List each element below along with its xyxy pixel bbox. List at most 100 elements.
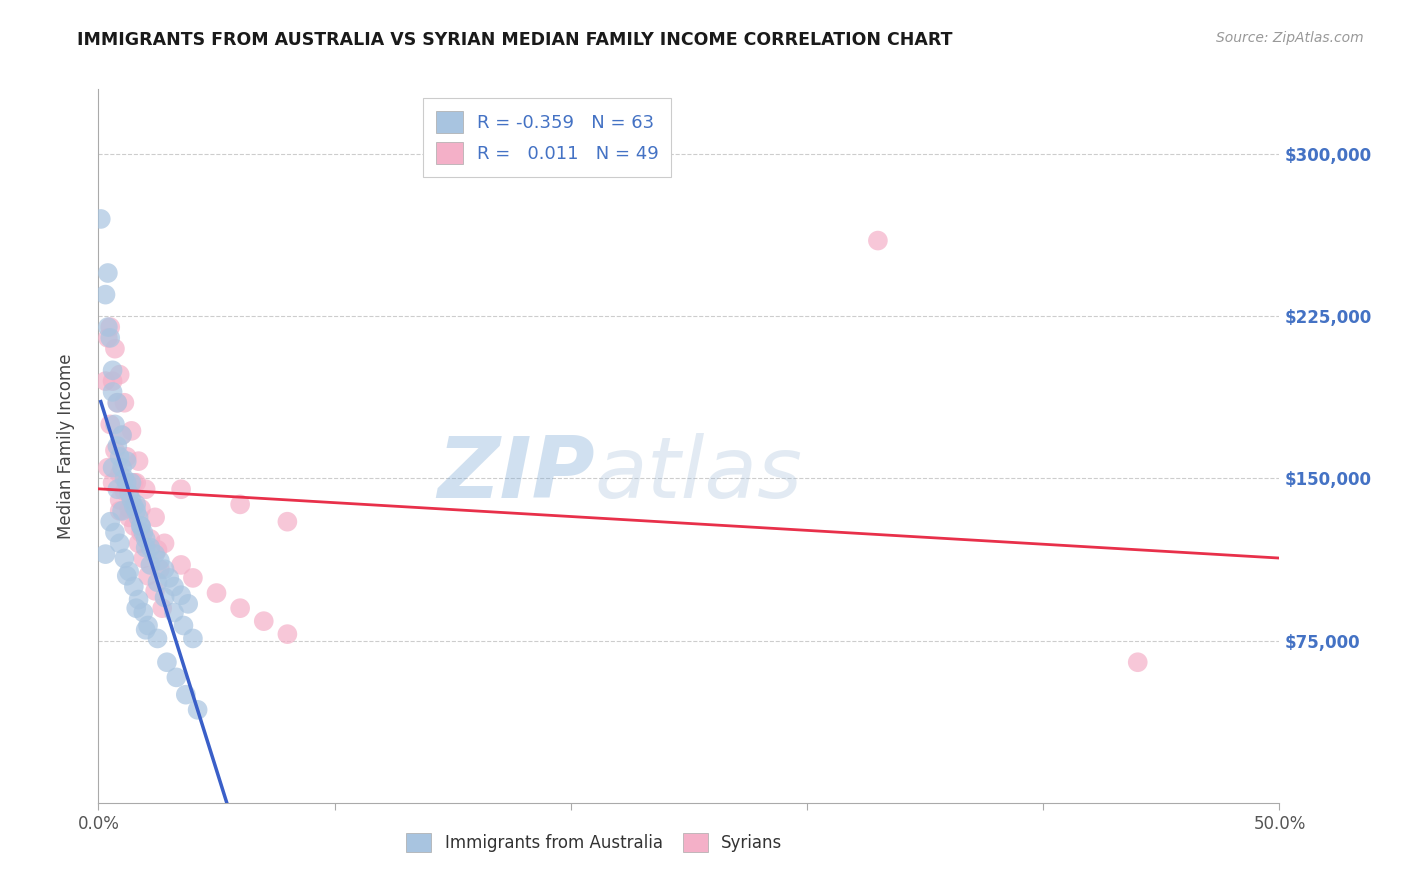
Point <box>118 501 141 516</box>
Point <box>129 501 152 516</box>
Point <box>108 467 131 482</box>
Point <box>98 417 121 432</box>
Point <box>132 606 155 620</box>
Point <box>150 601 173 615</box>
Point <box>98 320 121 334</box>
Point <box>121 424 143 438</box>
Point <box>112 471 135 485</box>
Point <box>101 374 124 388</box>
Point <box>177 597 200 611</box>
Point <box>125 497 148 511</box>
Point <box>101 460 124 475</box>
Point <box>101 384 124 399</box>
Point <box>104 342 127 356</box>
Point <box>170 558 193 572</box>
Point <box>276 627 298 641</box>
Point <box>170 588 193 602</box>
Point <box>94 374 117 388</box>
Point <box>163 580 186 594</box>
Point <box>1126 655 1149 669</box>
Point <box>128 510 150 524</box>
Point <box>143 583 166 598</box>
Point <box>153 591 176 605</box>
Point <box>90 211 112 226</box>
Point <box>97 460 120 475</box>
Point <box>122 500 145 514</box>
Point <box>111 428 134 442</box>
Point <box>146 542 169 557</box>
Point <box>122 580 145 594</box>
Point <box>153 562 176 576</box>
Point <box>153 536 176 550</box>
Point <box>105 396 128 410</box>
Point <box>112 396 135 410</box>
Point <box>129 525 152 540</box>
Point <box>136 618 159 632</box>
Point <box>97 331 120 345</box>
Point <box>104 417 127 432</box>
Point <box>866 234 889 248</box>
Point <box>132 551 155 566</box>
Point <box>276 515 298 529</box>
Point <box>165 670 187 684</box>
Point <box>146 632 169 646</box>
Point <box>115 450 138 464</box>
Point <box>104 525 127 540</box>
Point <box>121 493 143 508</box>
Legend: Immigrants from Australia, Syrians: Immigrants from Australia, Syrians <box>399 827 789 859</box>
Point <box>129 519 152 533</box>
Point <box>174 688 197 702</box>
Point <box>229 497 252 511</box>
Text: IMMIGRANTS FROM AUSTRALIA VS SYRIAN MEDIAN FAMILY INCOME CORRELATION CHART: IMMIGRANTS FROM AUSTRALIA VS SYRIAN MEDI… <box>77 31 953 49</box>
Point <box>128 536 150 550</box>
Point <box>108 536 131 550</box>
Y-axis label: Median Family Income: Median Family Income <box>56 353 75 539</box>
Point <box>97 320 120 334</box>
Point <box>108 504 131 518</box>
Point <box>205 586 228 600</box>
Point <box>94 547 117 561</box>
Point <box>170 482 193 496</box>
Point <box>143 547 166 561</box>
Point <box>98 331 121 345</box>
Text: ZIP: ZIP <box>437 433 595 516</box>
Point <box>128 454 150 468</box>
Point <box>172 618 194 632</box>
Point <box>132 525 155 540</box>
Point <box>156 655 179 669</box>
Point <box>125 601 148 615</box>
Point <box>105 482 128 496</box>
Point <box>149 562 172 576</box>
Point <box>105 439 128 453</box>
Point <box>146 575 169 590</box>
Point <box>121 475 143 490</box>
Point <box>108 368 131 382</box>
Point <box>112 551 135 566</box>
Point <box>122 475 145 490</box>
Point <box>118 510 141 524</box>
Point <box>139 558 162 572</box>
Point <box>135 541 157 555</box>
Point <box>229 601 252 615</box>
Point <box>122 519 145 533</box>
Point <box>139 532 162 546</box>
Point <box>118 486 141 500</box>
Point <box>98 515 121 529</box>
Point <box>135 623 157 637</box>
Point <box>253 614 276 628</box>
Point <box>105 396 128 410</box>
Point <box>108 450 131 464</box>
Point <box>111 504 134 518</box>
Point <box>128 592 150 607</box>
Point <box>135 482 157 496</box>
Text: atlas: atlas <box>595 433 803 516</box>
Point <box>94 287 117 301</box>
Point <box>112 484 135 499</box>
Point <box>111 460 134 475</box>
Point <box>125 504 148 518</box>
Point <box>125 475 148 490</box>
Point <box>149 553 172 567</box>
Point <box>101 363 124 377</box>
Point <box>135 532 157 546</box>
Point <box>136 568 159 582</box>
